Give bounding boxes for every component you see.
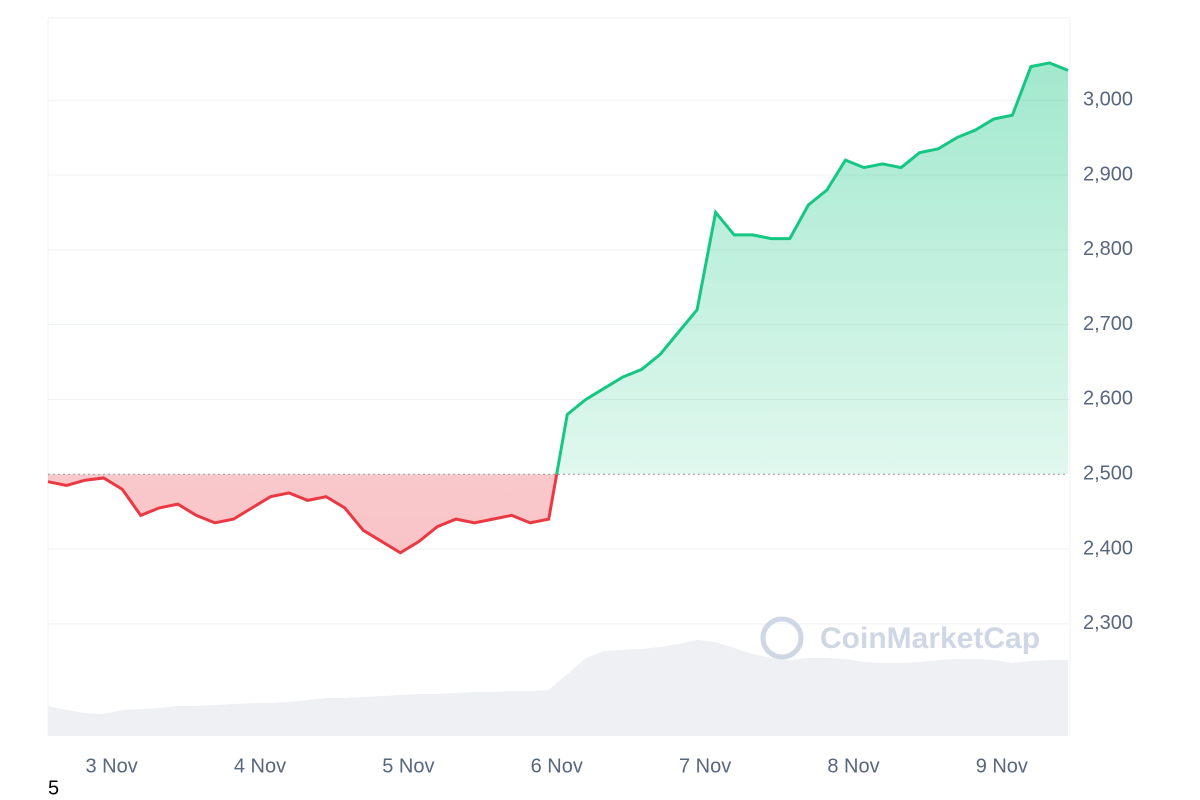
price-line-up [555, 61, 1069, 475]
area-down [48, 474, 557, 553]
y-tick-label: 2,700 [1083, 313, 1133, 335]
y-tick-label: 2,500 [1083, 463, 1133, 485]
x-tick-label: 7 Nov [679, 755, 731, 777]
x-tick-label: 9 Nov [976, 755, 1028, 777]
y-tick-label: 2,400 [1083, 537, 1133, 559]
x-tick-label: 5 Nov [382, 755, 434, 777]
x-tick-label: 4 Nov [234, 755, 286, 777]
volume-area [48, 640, 1068, 736]
page-label: 5 [48, 777, 59, 799]
watermark-logo [760, 616, 804, 660]
y-tick-label: 2,600 [1083, 388, 1133, 410]
plot: 2,300 2,400 2,500 2,600 2,700 2,800 2,900 3,000… [47, 17, 1133, 777]
x-tick-label: 6 Nov [531, 755, 583, 777]
price-line-down [47, 474, 559, 555]
y-tick-label: 2,800 [1083, 238, 1133, 260]
x-tick-label: 8 Nov [827, 755, 879, 777]
y-tick-label: 3,000 [1083, 89, 1133, 111]
y-tick-label: 2,300 [1083, 612, 1133, 634]
area-up [48, 62, 1068, 475]
x-tick-label: 3 Nov [86, 755, 138, 777]
watermark: CoinMarketCap [820, 622, 1040, 655]
y-tick-label: 2,900 [1083, 163, 1133, 185]
